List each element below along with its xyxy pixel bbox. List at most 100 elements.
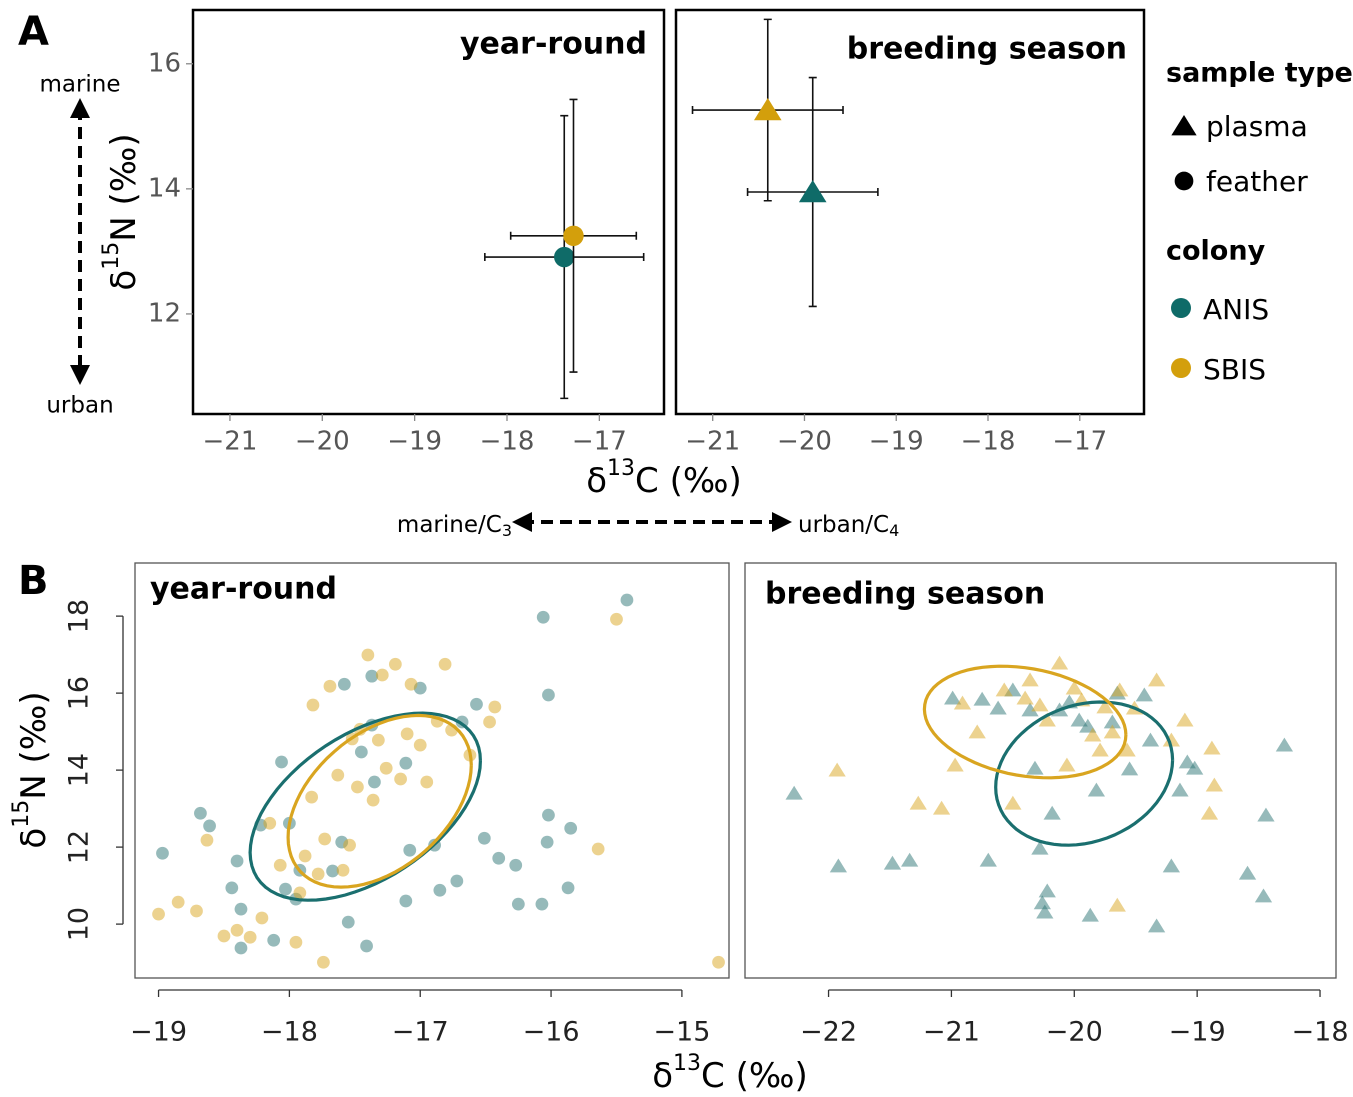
marker xyxy=(1070,712,1088,727)
x-tick-label: −20 xyxy=(295,427,350,457)
marker xyxy=(326,864,339,878)
marker xyxy=(1176,712,1194,727)
marker xyxy=(883,855,902,870)
marker xyxy=(1038,712,1056,727)
y-tick-label: 14 xyxy=(64,753,95,787)
marker xyxy=(1147,918,1166,933)
marker xyxy=(1178,754,1196,769)
y-axis-label: δ15N (‰) xyxy=(9,691,54,848)
marker xyxy=(1103,724,1122,739)
marker xyxy=(275,755,288,769)
marker xyxy=(305,790,319,804)
marker xyxy=(234,941,248,955)
chart-title: breeding season xyxy=(765,577,1045,612)
marker xyxy=(200,833,214,847)
label-part: 15 xyxy=(9,800,34,828)
label-part: δ xyxy=(652,1056,673,1096)
marker xyxy=(1120,761,1139,776)
legend-swatch xyxy=(1171,298,1191,318)
marker xyxy=(973,691,991,706)
marker xyxy=(946,757,964,772)
marker xyxy=(554,246,575,268)
marker xyxy=(542,808,555,822)
marker xyxy=(171,895,185,909)
marker xyxy=(368,775,381,789)
label-part: 13 xyxy=(673,1051,701,1076)
x-tick-label: −18 xyxy=(480,427,535,457)
marker xyxy=(255,911,269,925)
marker xyxy=(798,179,827,203)
marker xyxy=(203,819,216,833)
legend-title: colony xyxy=(1166,236,1266,267)
marker xyxy=(1111,682,1129,697)
marker xyxy=(450,874,464,888)
marker xyxy=(1186,760,1204,775)
marker xyxy=(564,821,578,835)
marker xyxy=(477,831,491,845)
marker xyxy=(536,610,550,624)
y-tick-label: 12 xyxy=(64,830,95,864)
marker xyxy=(509,858,523,872)
marker xyxy=(1118,742,1136,757)
plot-frame xyxy=(134,562,730,979)
marker xyxy=(263,816,277,830)
annotation: urban xyxy=(46,393,113,419)
x-tick-label: −21 xyxy=(685,427,740,457)
marker xyxy=(535,897,549,911)
x-tick-label: −22 xyxy=(800,1017,857,1048)
marker xyxy=(267,933,281,947)
x-tick-label: −19 xyxy=(130,1017,187,1048)
panel-label: B xyxy=(18,558,49,604)
marker xyxy=(1254,888,1273,903)
marker xyxy=(944,690,962,705)
marker xyxy=(331,768,345,782)
marker xyxy=(404,677,418,691)
marker xyxy=(156,846,169,860)
marker xyxy=(1096,699,1114,714)
marker xyxy=(953,695,972,710)
marker xyxy=(1043,805,1061,820)
marker xyxy=(433,883,447,897)
marker xyxy=(337,677,351,691)
annotation: urban/C4 xyxy=(798,512,899,540)
marker xyxy=(610,612,623,626)
chart-title: year-round xyxy=(460,27,647,62)
marker xyxy=(470,697,483,711)
marker xyxy=(1238,865,1257,880)
marker xyxy=(343,838,356,852)
legend-label: ANIS xyxy=(1203,293,1269,326)
marker xyxy=(323,679,337,693)
label-part: 15 xyxy=(99,242,124,270)
x-tick-label: −15 xyxy=(653,1017,710,1048)
marker xyxy=(1087,782,1106,797)
marker xyxy=(399,894,413,908)
label-part: δ xyxy=(14,828,54,849)
x-tick-label: −19 xyxy=(869,427,924,457)
marker xyxy=(1058,757,1076,772)
marker xyxy=(1174,171,1194,191)
marker xyxy=(591,842,605,856)
marker xyxy=(388,657,402,671)
marker xyxy=(289,935,303,949)
marker xyxy=(400,727,414,741)
y-tick-label: 16 xyxy=(64,676,95,710)
marker xyxy=(317,955,330,969)
y-tick-label: 16 xyxy=(148,48,181,78)
marker xyxy=(488,700,502,714)
y-tick-label: 18 xyxy=(64,599,95,633)
marker xyxy=(1036,904,1054,919)
marker xyxy=(1147,672,1166,687)
marker xyxy=(1203,740,1221,755)
marker xyxy=(511,897,525,911)
marker xyxy=(234,902,248,916)
x-tick-label: −19 xyxy=(1169,1017,1226,1048)
marker xyxy=(909,795,927,810)
marker xyxy=(1171,782,1189,797)
ellipse xyxy=(248,711,482,902)
marker xyxy=(828,762,846,777)
marker xyxy=(230,923,244,937)
marker xyxy=(360,939,373,953)
marker xyxy=(1031,697,1049,712)
marker xyxy=(1084,727,1102,742)
